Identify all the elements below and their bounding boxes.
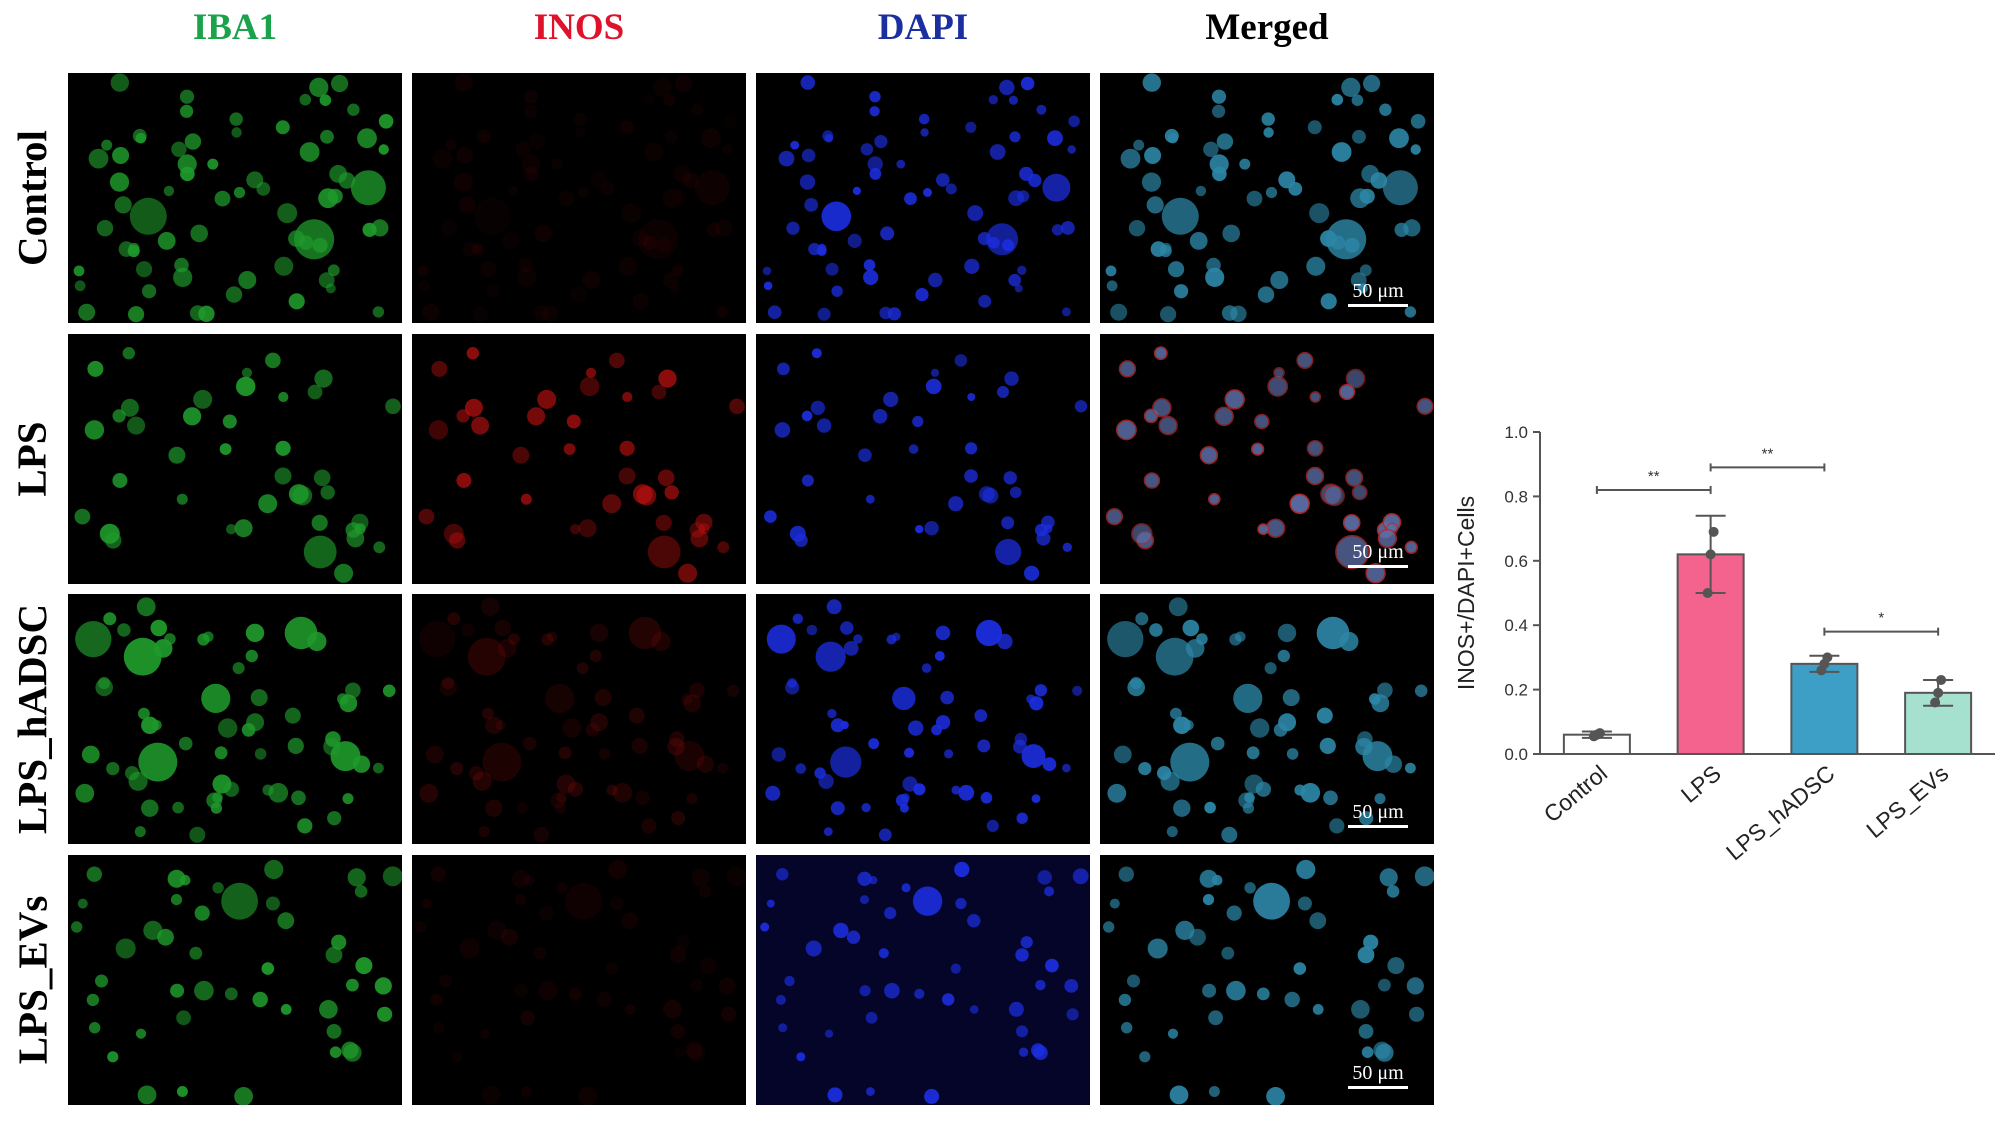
bar-lps-hadsc [1790,662,1859,755]
data-point [1936,674,1947,685]
y-tick-label: 1.0 [1504,423,1528,442]
x-tick-label: LPS_hADSC [1721,760,1840,865]
micrograph-lps-hadsc-inos [412,594,746,844]
y-tick-label: 0.8 [1504,487,1528,506]
y-tick-label: 0.6 [1504,552,1528,571]
scale-bar-label: 50 μm [1352,280,1404,302]
scale-bar: 50 μm [1348,280,1408,307]
column-header-dapi: DAPI [877,7,969,48]
scale-bar-label: 50 μm [1352,801,1404,823]
column-header-merged: Merged [1205,7,1329,48]
micrograph-lps-hadsc-dapi [756,594,1090,844]
micrograph-lps-evs-merged: 50 μm [1100,855,1434,1105]
bar-chart: 0.0 0.2 0.4 0.6 0.8 1.0 INOS+/DAPI+Cells Contro… [1453,423,1995,865]
row-label-lps: LPS [9,421,56,497]
data-point [1702,588,1713,598]
data-point [1933,687,1944,698]
row-label-lps-hadsc: LPS_hADSC [9,603,55,835]
micrograph-lps-dapi [756,334,1090,584]
x-tick-label: Control [1539,760,1613,828]
micrograph-lps-evs-inos [412,855,746,1105]
y-axis-label: INOS+/DAPI+Cells [1453,496,1479,690]
column-header-iba1: IBA1 [192,7,278,48]
micrograph-lps-hadsc-iba1 [68,594,402,844]
micrograph-lps-evs-dapi [756,855,1090,1105]
y-tick-label: 0.0 [1504,745,1528,764]
significance-label: ** [1648,468,1660,485]
data-point [1705,549,1716,560]
micrograph-lps-merged: 50 μm [1100,334,1434,584]
scale-bar: 50 μm [1348,1062,1408,1089]
micrograph-lps-evs-iba1 [68,855,402,1105]
scale-bar-label: 50 μm [1352,1062,1404,1084]
micrograph-control-inos [412,73,746,323]
micrograph-lps-hadsc-merged: 50 μm [1100,594,1434,844]
data-point [1594,728,1605,739]
scale-bar: 50 μm [1348,541,1408,568]
scale-bar-line [1348,304,1408,307]
column-header-inos: INOS [533,7,625,48]
significance-label: ** [1762,445,1774,462]
scale-bar: 50 μm [1348,801,1408,828]
x-tick-label: LPS [1676,760,1726,808]
micrograph-control-merged: 50 μm [1100,73,1434,323]
y-tick-label: 0.2 [1504,681,1528,700]
micrograph-control-dapi [756,73,1090,323]
data-point [1708,526,1719,537]
scale-bar-line [1348,1086,1408,1089]
micrograph-control-iba1 [68,73,402,323]
data-point [1822,652,1833,663]
data-point [1930,697,1941,708]
scale-bar-line [1348,825,1408,828]
scale-bar-label: 50 μm [1352,541,1404,563]
row-label-control: Control [9,130,56,266]
x-tick-label: LPS_EVs [1861,760,1953,843]
scale-bar-line [1348,565,1408,568]
row-label-lps-evs: LPS_EVs [9,895,56,1065]
micrograph-lps-inos [412,334,746,584]
micrograph-lps-iba1 [68,334,402,584]
y-tick-label: 0.4 [1504,616,1528,635]
significance-label: * [1878,610,1884,627]
